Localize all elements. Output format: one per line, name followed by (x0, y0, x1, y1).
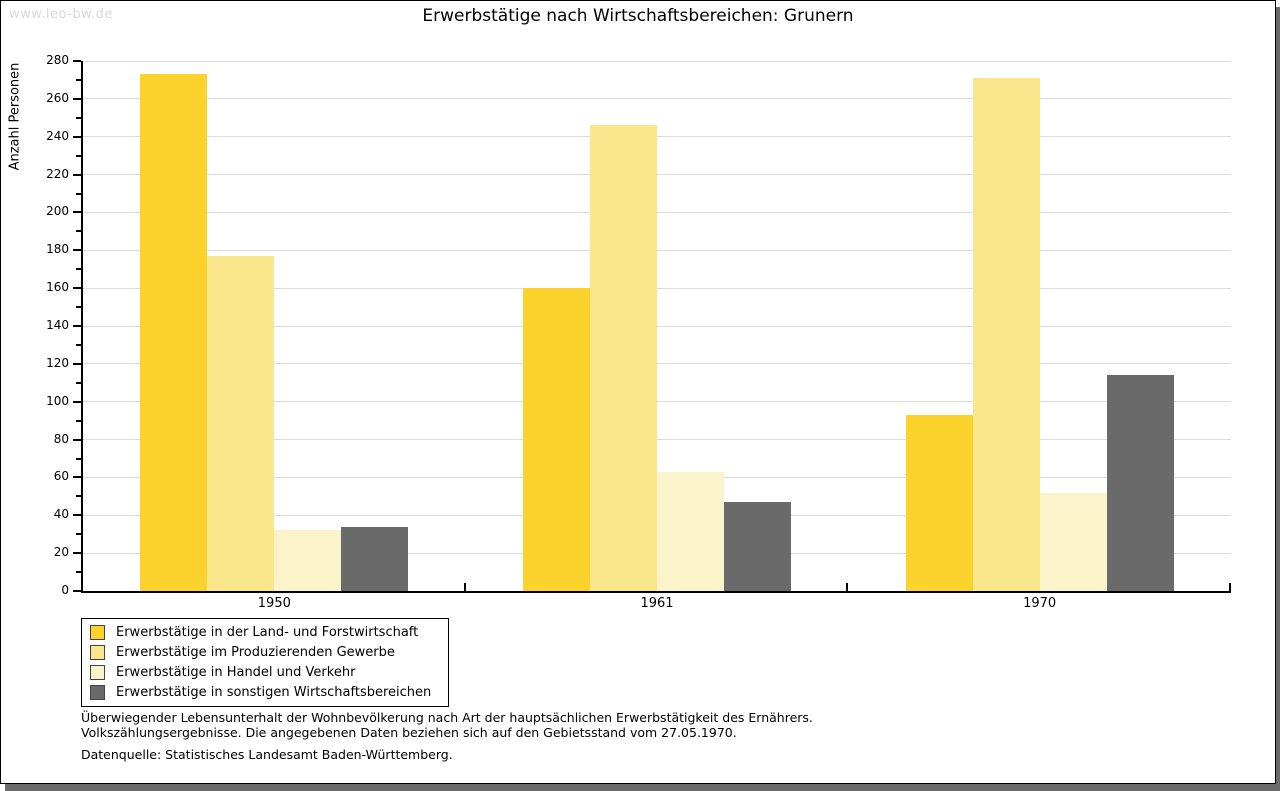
gridline (83, 439, 1231, 441)
y-axis-minor-tick (76, 457, 81, 460)
y-axis-tick (73, 590, 81, 592)
x-tick-label: 1970 (1023, 596, 1057, 611)
y-tick-label: 100 (46, 393, 69, 408)
y-axis-tick (73, 249, 81, 252)
y-axis-minor-tick (76, 78, 81, 81)
gridline (83, 136, 1231, 138)
y-tick-label: 260 (46, 90, 69, 105)
y-axis-minor-tick (76, 495, 81, 498)
legend-item: Erwerbstätige in der Land- und Forstwirt… (82, 622, 448, 642)
bar-1970-series4 (1106, 375, 1174, 591)
y-tick-label: 40 (53, 507, 69, 522)
y-axis-tick (73, 97, 81, 100)
bar-1961-series3 (657, 471, 724, 591)
legend-swatch (90, 644, 105, 660)
y-tick-label: 120 (46, 355, 69, 370)
y-axis-tick (73, 287, 81, 290)
y-tick-label: 0 (61, 583, 69, 597)
y-axis-minor-tick (76, 533, 81, 536)
x-axis-tick (1229, 583, 1231, 591)
y-axis-minor-tick (76, 230, 81, 233)
legend-label: Erwerbstätige im Produzierenden Gewerbe (116, 644, 395, 660)
y-tick-label: 240 (46, 128, 69, 143)
x-axis-line (81, 591, 1231, 593)
gridline (83, 363, 1231, 365)
y-axis-minor-tick (76, 154, 81, 157)
gridline (83, 98, 1231, 100)
footnote-line: Volkszählungsergebnisse. Die angegebenen… (81, 724, 737, 740)
y-tick-label: 80 (53, 431, 69, 446)
y-tick-label: 180 (46, 242, 69, 257)
y-axis-minor-tick (76, 268, 81, 271)
y-axis-line (81, 61, 83, 593)
chart-title: Erwerbstätige nach Wirtschaftsbereichen:… (422, 6, 854, 26)
gridline (83, 325, 1231, 327)
legend-label: Erwerbstätige in der Land- und Forstwirt… (116, 624, 419, 640)
y-axis-tick (73, 362, 81, 365)
legend-swatch (90, 664, 105, 680)
bar-1970-series1 (905, 414, 973, 591)
y-axis-minor-tick (76, 116, 81, 119)
y-tick-label: 140 (46, 318, 69, 332)
y-axis-minor-tick (76, 306, 81, 309)
bar-1961-series2 (590, 125, 657, 591)
y-tick-label: 200 (46, 204, 69, 219)
y-axis-tick (73, 438, 81, 441)
data-source: Datenquelle: Statistisches Landesamt Bad… (81, 747, 453, 762)
y-tick-label: 280 (46, 53, 69, 67)
y-axis-tick (73, 476, 81, 479)
y-tick-label: 20 (53, 545, 69, 560)
y-axis-tick (73, 552, 81, 555)
y-axis-minor-tick (76, 192, 81, 195)
bar-1950-series1 (140, 74, 208, 591)
gridline (83, 287, 1231, 289)
x-tick-label: 1950 (257, 596, 291, 611)
y-axis-minor-tick (76, 571, 81, 574)
y-axis-tick (73, 400, 81, 403)
y-axis-minor-tick (76, 419, 81, 422)
bar-1970-series3 (1039, 492, 1107, 591)
watermark: www.leo-bw.de (9, 7, 113, 22)
bar-1970-series2 (972, 78, 1040, 591)
bar-1950-series3 (274, 530, 342, 591)
y-axis-tick (73, 325, 81, 327)
gridline (83, 174, 1231, 176)
x-tick-label: 1961 (640, 596, 674, 611)
y-axis-tick (73, 135, 81, 138)
plot-area: 0 20 40 60 80 100 120 140 160 180 200 220 240 260 280 1… (46, 53, 1231, 611)
y-tick-label: 160 (46, 280, 69, 295)
y-axis-tick (73, 60, 81, 62)
footnote-line: Überwiegender Lebensunterhalt der Wohnbe… (81, 710, 813, 725)
bar-1961-series1 (523, 288, 590, 591)
gridline (83, 211, 1231, 213)
x-axis-tick (463, 583, 466, 591)
legend-label: Erwerbstätige in sonstigen Wirtschaftsbe… (116, 684, 432, 700)
y-axis-tick (73, 173, 81, 176)
legend: Erwerbstätige in der Land- und Forstwirt… (81, 618, 449, 707)
bar-1961-series4 (724, 502, 791, 591)
y-axis-minor-tick (76, 343, 81, 346)
legend-swatch (90, 684, 105, 700)
legend-item: Erwerbstätige im Produzierenden Gewerbe (82, 642, 448, 662)
y-axis-tick (73, 514, 81, 517)
legend-label: Erwerbstätige in Handel und Verkehr (116, 664, 356, 680)
gridline (83, 249, 1231, 251)
y-axis-tick (73, 211, 81, 214)
footnote: Überwiegender Lebensunterhalt der Wohnbe… (81, 710, 813, 740)
bar-1950-series2 (207, 255, 275, 591)
legend-item: Erwerbstätige in Handel und Verkehr (82, 662, 448, 682)
gridline (83, 60, 1231, 62)
bar-1950-series4 (341, 526, 409, 591)
legend-swatch (90, 624, 105, 640)
gridline (83, 401, 1231, 403)
y-axis-minor-tick (76, 381, 81, 384)
y-axis-label: Anzahl Personen (7, 62, 23, 171)
y-tick-label: 220 (46, 166, 69, 181)
legend-item: Erwerbstätige in sonstigen Wirtschaftsbe… (82, 682, 448, 702)
y-tick-label: 60 (53, 469, 69, 484)
x-axis-tick (846, 583, 849, 591)
